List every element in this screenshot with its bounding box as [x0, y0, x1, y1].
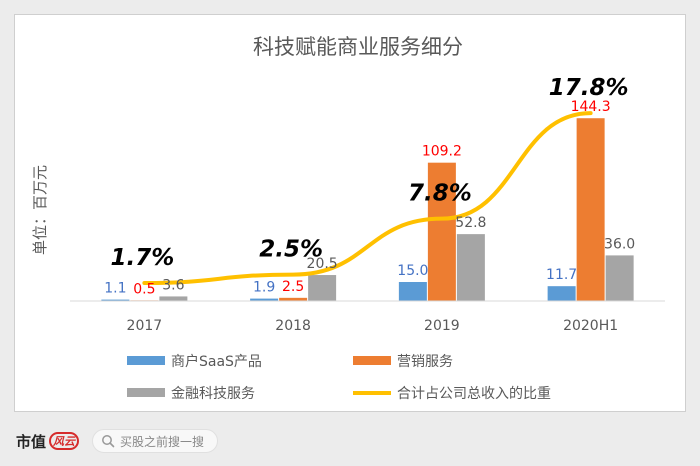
- bar-data-label: 36.0: [604, 236, 635, 252]
- chart-frame: 科技赋能商业服务细分单位：百万元 2017 2018 2019 2020H1 1.7% 2.…: [14, 14, 686, 412]
- bar-saas-2019: [398, 282, 427, 301]
- bar-marketing-2018: [279, 297, 308, 301]
- bar-data-label: 11.7: [546, 267, 577, 283]
- x-tick-label: 2020H1: [563, 318, 618, 334]
- bar-data-label: 1.1: [104, 281, 126, 297]
- chart-title: 科技赋能商业服务细分: [253, 35, 463, 59]
- bar-data-label: 0.5: [133, 281, 155, 297]
- line-point-label: 1.7%: [110, 245, 174, 271]
- bar-data-label: 109.2: [422, 144, 462, 160]
- brand-logo: 市值 风云: [16, 430, 80, 452]
- x-tick-label: 2019: [424, 318, 460, 334]
- bar-marketing-2020h1: [576, 118, 605, 301]
- bar-fintech-2017: [159, 296, 188, 301]
- bar-saas-2018: [250, 298, 279, 301]
- brand-name: 市值: [16, 432, 47, 451]
- line-point-label: 7.8%: [408, 181, 472, 207]
- legend-swatch: [127, 388, 165, 397]
- bar-fintech-2018: [308, 275, 337, 301]
- bar-data-label: 20.5: [307, 256, 338, 272]
- y-axis-label: 单位：百万元: [31, 165, 49, 255]
- legend-label: 商户SaaS产品: [171, 353, 262, 370]
- bar-data-label: 144.3: [571, 99, 611, 115]
- line-point-label: 2.5%: [259, 237, 323, 263]
- brand-seal-text: 风云: [53, 435, 76, 448]
- line-total-share: [142, 111, 593, 286]
- legend-label: 营销服务: [397, 354, 453, 370]
- bar-data-label: 52.8: [455, 215, 486, 231]
- brand-seal: 风云: [49, 432, 80, 450]
- bar-data-label: 15.0: [397, 263, 428, 279]
- legend-label: 金融科技服务: [171, 386, 255, 402]
- legend-swatch: [127, 356, 165, 365]
- bar-fintech-2020h1: [605, 255, 634, 301]
- line-point-label: 17.8%: [549, 75, 629, 101]
- legend-swatch: [353, 356, 391, 365]
- bar-saas-2017: [101, 299, 130, 301]
- x-tick-label: 2018: [275, 318, 311, 334]
- bar-data-label: 3.6: [162, 277, 184, 293]
- x-tick-label: 2017: [127, 318, 163, 334]
- bar-data-label: 2.5: [282, 279, 304, 295]
- legend-label: 合计占公司总收入的比重: [397, 386, 551, 402]
- bar-fintech-2019: [456, 234, 485, 301]
- search-icon: [102, 435, 115, 448]
- footer-bar: 市值 风云 买股之前搜一搜: [0, 416, 700, 466]
- bar-data-label: 1.9: [253, 280, 275, 296]
- search-placeholder: 买股之前搜一搜: [120, 434, 205, 449]
- bar-marketing-2019: [427, 162, 456, 301]
- bar-saas-2020h1: [547, 286, 576, 301]
- search-box[interactable]: 买股之前搜一搜: [92, 429, 218, 453]
